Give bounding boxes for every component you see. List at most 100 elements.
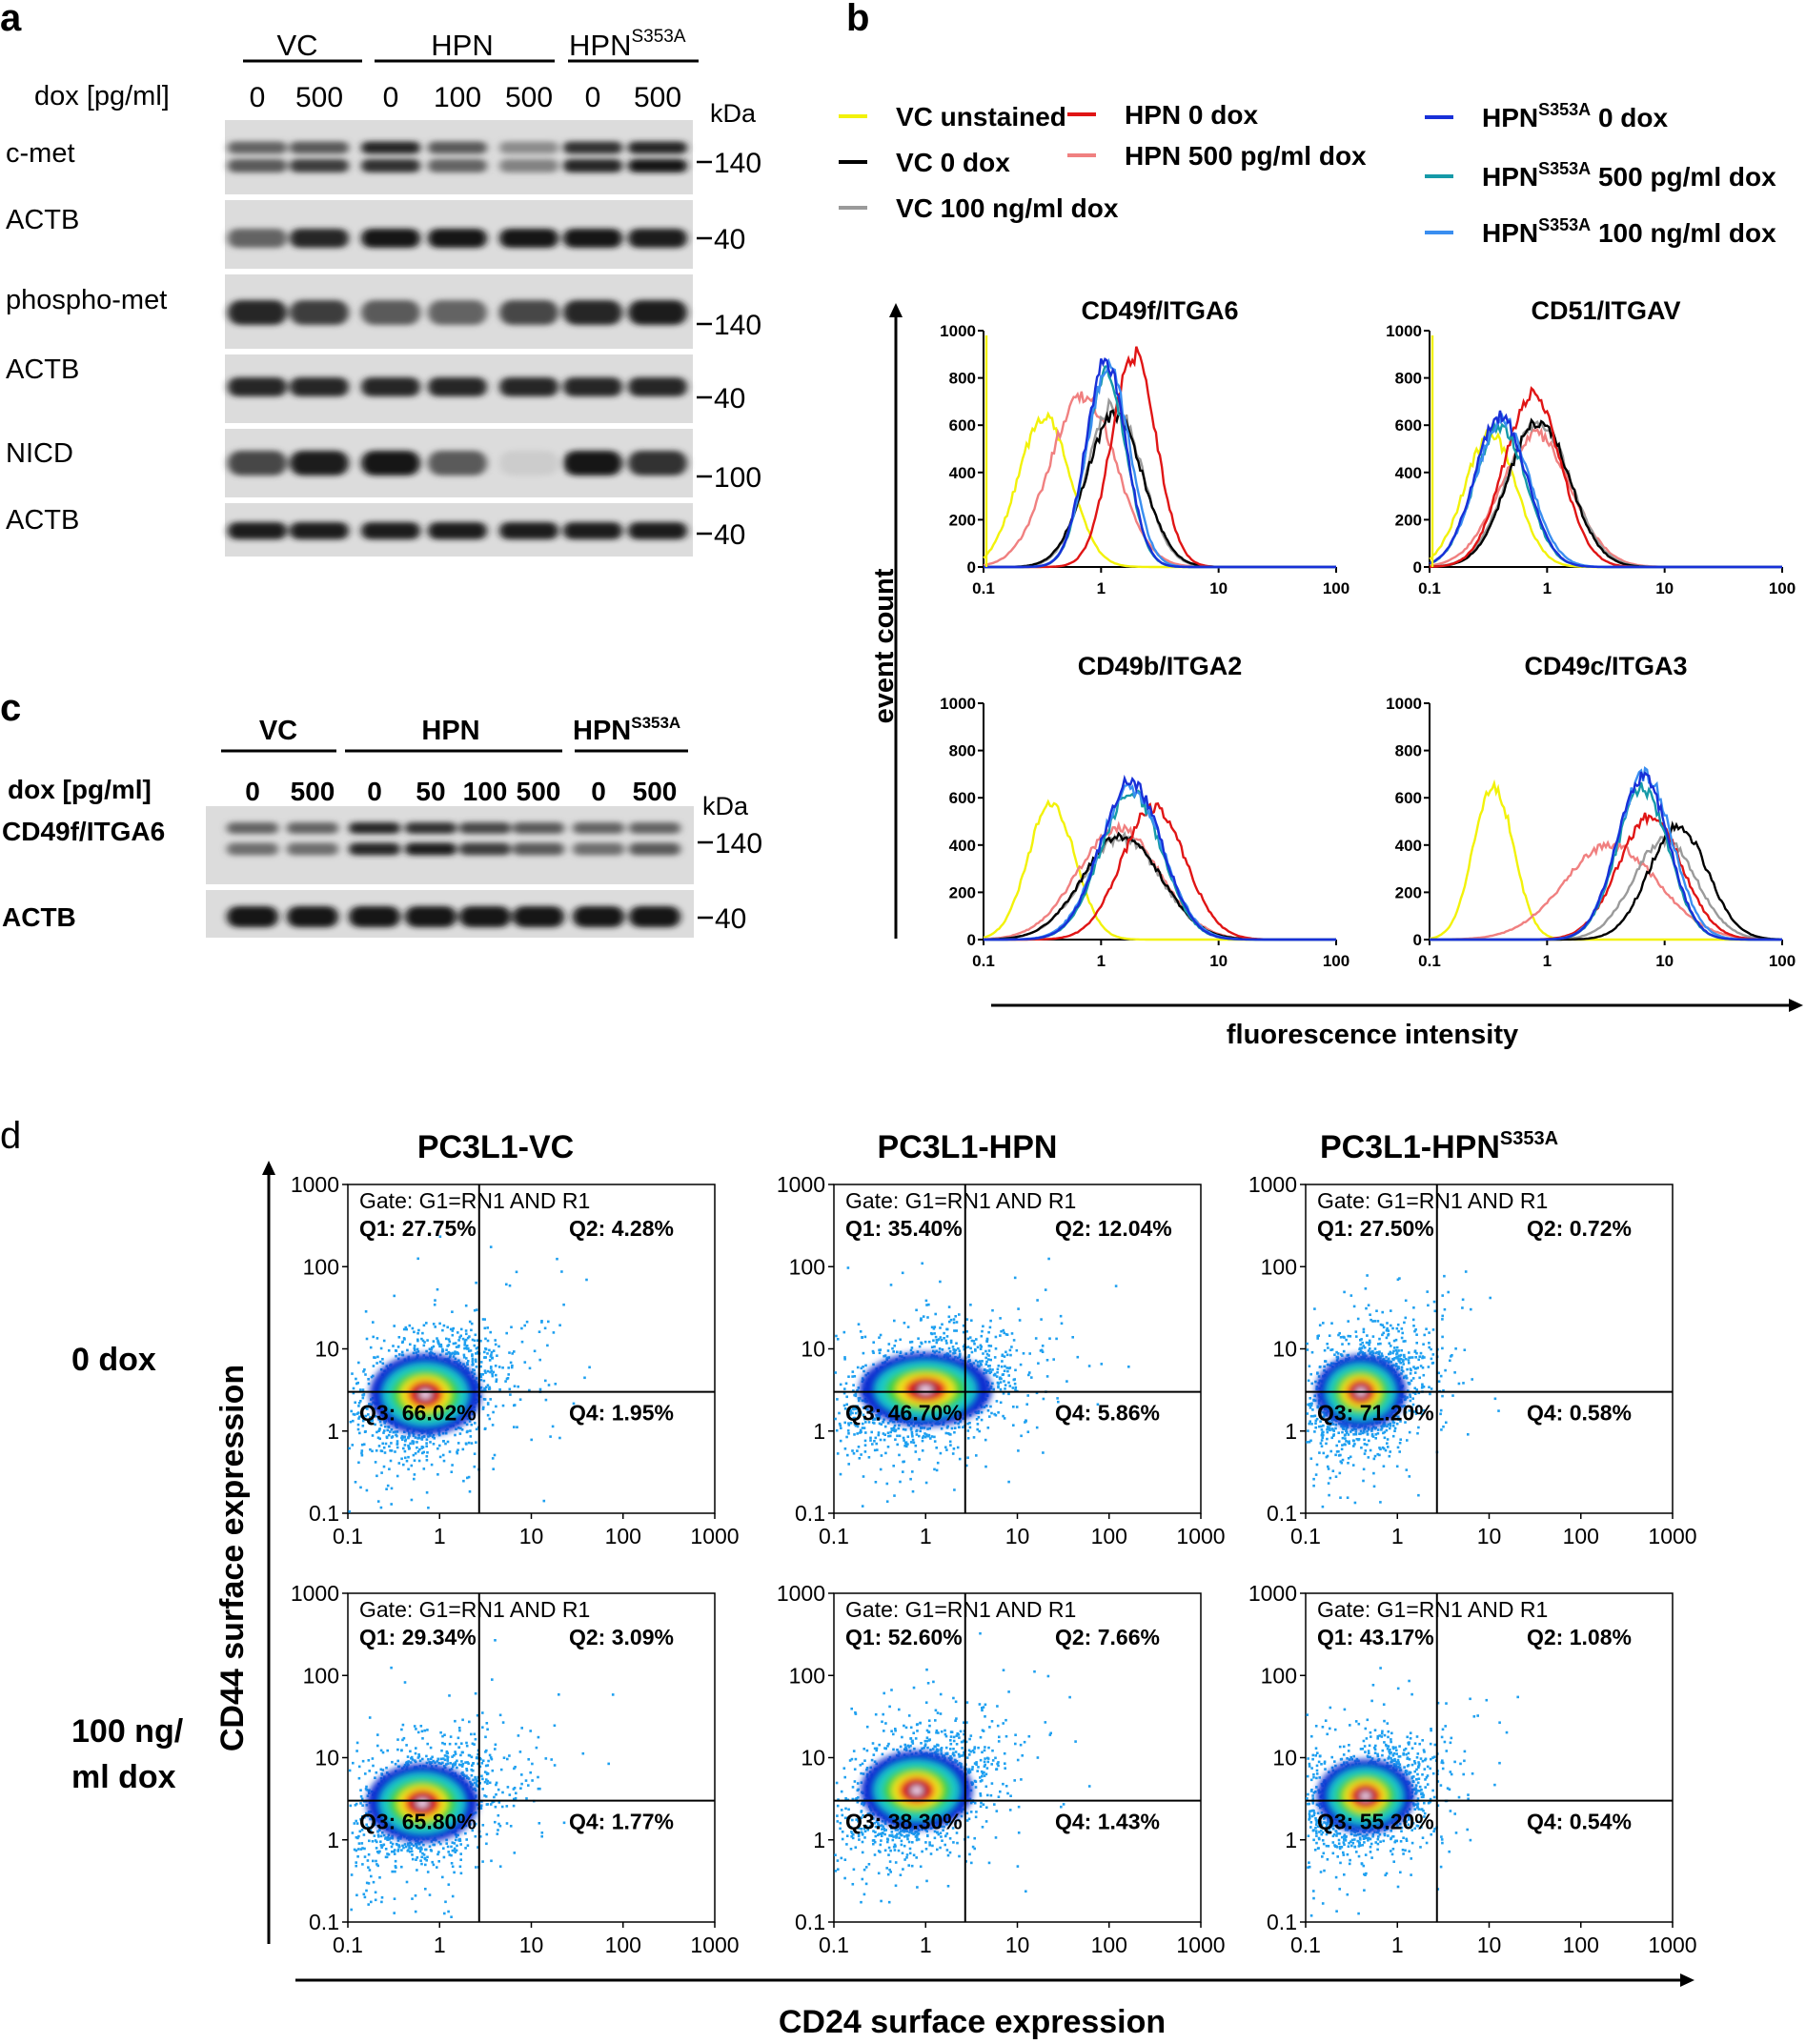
scatter-point xyxy=(448,1340,452,1344)
scatter-point xyxy=(425,1455,429,1458)
scatter-point xyxy=(389,1459,393,1463)
scatter-point xyxy=(917,1337,920,1340)
scatter-point xyxy=(405,1459,409,1463)
scatter-point xyxy=(983,1368,986,1371)
scatter-point xyxy=(486,1384,490,1386)
scatter-point xyxy=(997,1411,1000,1414)
scatter-point xyxy=(1408,1430,1411,1434)
scatter-point xyxy=(993,1356,997,1359)
scatter-point xyxy=(853,1393,856,1397)
scatter-point xyxy=(355,1377,357,1381)
histogram-title: CD51/ITGAV xyxy=(1531,296,1680,325)
scatter-point xyxy=(547,1320,550,1324)
scatter-point xyxy=(390,1449,394,1452)
scatter-point xyxy=(989,1405,992,1408)
scatter-point xyxy=(361,1396,365,1400)
scatter-point xyxy=(397,1462,401,1465)
scatter-point xyxy=(1413,1371,1417,1374)
panel-b-y-arrowhead xyxy=(889,303,903,317)
scatter-point xyxy=(513,1426,516,1428)
scatter-point xyxy=(483,1318,486,1321)
scatter-point xyxy=(932,1339,935,1342)
scatter-point xyxy=(1356,1317,1360,1321)
scatter-point xyxy=(417,1459,421,1463)
scatter-point xyxy=(374,1461,377,1464)
scatter-point xyxy=(400,1436,403,1440)
scatter-point xyxy=(497,1345,500,1348)
scatter-point xyxy=(1354,1430,1358,1433)
scatter-point xyxy=(1042,1451,1045,1454)
scatter-point xyxy=(471,1338,475,1342)
quadrant-q1: Q1: 35.40% xyxy=(845,1216,963,1241)
scatter-point xyxy=(492,1349,496,1352)
scatter-point xyxy=(393,1294,396,1298)
scatter-point xyxy=(886,1446,890,1448)
dose-label: 500 xyxy=(634,82,681,113)
scatter-point xyxy=(416,1339,419,1343)
scatter-point xyxy=(995,1400,999,1403)
scatter-point xyxy=(1366,1334,1369,1337)
blot-label: ACTB xyxy=(2,902,76,932)
band xyxy=(228,451,287,476)
band xyxy=(361,141,420,154)
scatter-point xyxy=(442,1459,446,1463)
scatter-point xyxy=(1000,1329,1003,1333)
scatter-point xyxy=(1412,1325,1415,1327)
quadrant-q1: Q1: 27.75% xyxy=(359,1216,477,1241)
dose-label: 0 xyxy=(250,82,266,113)
scatter-point xyxy=(912,1441,916,1445)
scatter-point xyxy=(968,1336,972,1339)
scatter-point xyxy=(887,1434,890,1438)
band xyxy=(459,906,511,927)
scatter-point xyxy=(1007,1381,1010,1385)
scatter-point xyxy=(445,1352,448,1356)
scatter-point xyxy=(1364,1287,1368,1290)
scatter-point xyxy=(404,1326,408,1329)
blot-bands xyxy=(227,822,680,856)
scatter-point xyxy=(1359,1339,1362,1342)
scatter-point xyxy=(1341,1430,1344,1434)
scatter-point xyxy=(450,1470,454,1473)
scatter-point xyxy=(433,1437,436,1440)
scatter-point xyxy=(945,1427,949,1429)
scatter-point xyxy=(382,1465,386,1468)
scatter-point xyxy=(466,1429,469,1433)
scatter-point xyxy=(969,1346,972,1350)
scatter-point xyxy=(445,1348,448,1351)
scatter-point xyxy=(1309,1407,1312,1409)
scatter-point xyxy=(355,1382,358,1386)
scatter-point xyxy=(474,1422,477,1425)
scatter-point xyxy=(490,1369,493,1372)
scatter-point xyxy=(1353,1443,1356,1446)
scatter-point xyxy=(1341,1436,1345,1440)
scatter-point xyxy=(425,1445,428,1447)
scatter-point xyxy=(835,1428,839,1432)
scatter-point xyxy=(357,1405,360,1407)
scatter-point xyxy=(410,1464,414,1467)
scatter-point xyxy=(968,1359,971,1362)
scatter-point xyxy=(1441,1394,1444,1398)
scatter-point xyxy=(1439,1374,1443,1378)
scatter-point xyxy=(918,1458,921,1461)
scatter-point xyxy=(889,1430,892,1434)
scatter-point xyxy=(985,1340,989,1343)
scatter-point xyxy=(432,1340,436,1343)
scatter-point xyxy=(1428,1342,1431,1345)
scatter-point xyxy=(1413,1329,1416,1333)
panel-d-row-label-1-line-1: 100 ng/ xyxy=(71,1713,184,1750)
scatter-point xyxy=(993,1372,997,1376)
scatter-point xyxy=(494,1339,497,1342)
scatter-point xyxy=(857,1446,861,1448)
scatter-point xyxy=(351,1372,354,1375)
scatter-point xyxy=(1395,1346,1399,1349)
band xyxy=(290,300,349,325)
scatter-point xyxy=(402,1463,405,1467)
scatter-point xyxy=(352,1419,355,1423)
scatter-point xyxy=(987,1330,990,1334)
x-tick-label: 100 xyxy=(1091,1524,1127,1548)
scatter-point xyxy=(1414,1356,1417,1359)
band xyxy=(563,300,622,325)
band xyxy=(227,906,278,927)
scatter-point xyxy=(1039,1349,1043,1352)
scatter-point xyxy=(426,1451,429,1454)
